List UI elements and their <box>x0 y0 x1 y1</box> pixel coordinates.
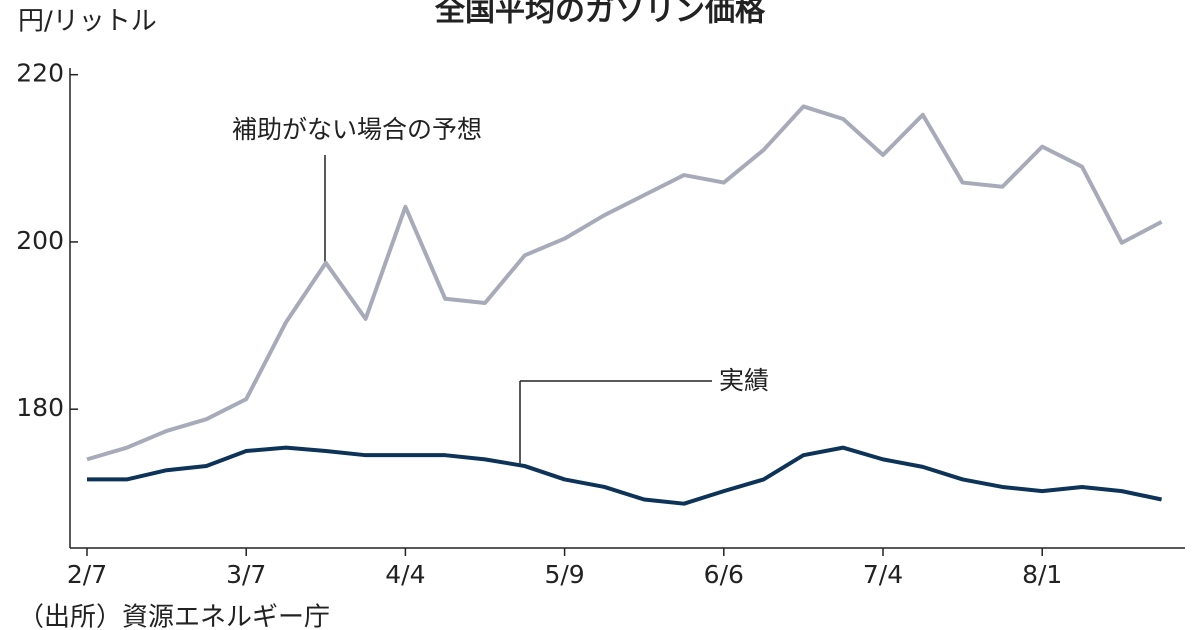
y-axis-label: 円/リットル <box>18 7 157 37</box>
series-annotation: 実績 <box>719 366 769 395</box>
x-tick-label: 7/4 <box>863 560 903 589</box>
x-tick-label: 8/1 <box>1022 560 1062 589</box>
series-line <box>86 104 1163 462</box>
x-tick-label: 2/7 <box>67 560 107 589</box>
chart-title: 全国平均のガソリン価格 <box>434 0 766 29</box>
series-annotation: 補助がない場合の予想 <box>232 115 482 144</box>
y-tick-label: 180 <box>16 393 64 422</box>
x-tick-label: 4/4 <box>385 560 425 589</box>
y-tick-label: 220 <box>16 59 64 88</box>
y-tick-label: 200 <box>16 226 64 255</box>
x-tick-label: 5/9 <box>544 560 584 589</box>
source: （出所）資源エネルギー庁 <box>18 603 330 630</box>
x-tick-label: 3/7 <box>226 560 266 589</box>
x-tick-label: 6/6 <box>704 560 744 589</box>
series-line <box>87 445 1163 506</box>
